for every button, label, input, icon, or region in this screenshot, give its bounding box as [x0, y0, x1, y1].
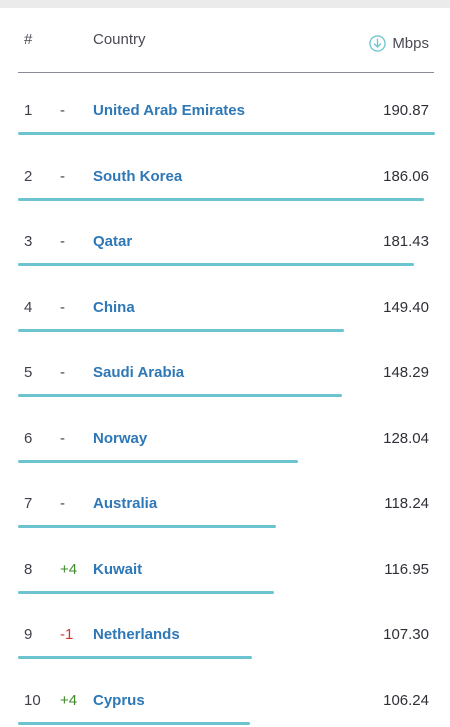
speed-bar: [18, 263, 415, 266]
table-row: 8 +4 Kuwait 116.95: [0, 531, 450, 597]
table-row: 2 - South Korea 186.06: [0, 138, 450, 204]
rank-number: 1: [24, 102, 33, 119]
country-link[interactable]: Netherlands: [93, 626, 180, 643]
speed-value: 186.06: [383, 167, 429, 185]
speed-bar-track: [18, 721, 435, 725]
rank-number: 2: [24, 167, 33, 185]
speed-value: 148.29: [383, 364, 429, 381]
country-link[interactable]: China: [93, 298, 135, 316]
speed-value: 116.95: [384, 560, 429, 578]
country-link[interactable]: Qatar: [93, 233, 133, 250]
country-link[interactable]: Australia: [93, 495, 158, 512]
speed-bar-track: [18, 590, 435, 594]
speed-bar-track: [18, 459, 435, 463]
rank-change: -: [60, 429, 65, 447]
speed-bar-track: [18, 263, 435, 266]
rank-number: 8: [24, 560, 33, 578]
country-link[interactable]: Kuwait: [93, 560, 143, 578]
speed-bar: [18, 459, 298, 463]
speed-unit-label: Mbps: [392, 35, 429, 52]
speed-bar: [18, 525, 277, 528]
speed-bar: [18, 590, 274, 594]
download-circle-icon: [369, 35, 387, 52]
rank-change: +4: [60, 691, 78, 709]
table-row: 1 - United Arab Emirates 190.87: [0, 72, 450, 138]
rank-change: -: [60, 364, 65, 381]
country-link[interactable]: Saudi Arabia: [93, 364, 185, 381]
rank-change: -: [60, 102, 65, 119]
table-row: 6 - Norway 128.04: [0, 400, 450, 466]
speed-bar: [18, 721, 251, 725]
speed-bar: [18, 132, 435, 135]
rank-change: -: [60, 233, 65, 250]
speed-bar-track: [18, 197, 435, 201]
country-link[interactable]: United Arab Emirates: [93, 102, 245, 119]
speed-value: 107.30: [383, 626, 429, 643]
rank-number: 4: [24, 298, 33, 316]
rank-number: 5: [24, 364, 33, 381]
ranking-table: # Country Mbps 1 - United Arab Emirates 190…: [0, 8, 450, 727]
speed-bar-track: [18, 132, 435, 135]
rank-number: 10: [24, 691, 41, 709]
speed-column-header[interactable]: Mbps: [369, 35, 429, 52]
rank-number: 9: [24, 626, 33, 643]
speed-bar: [18, 197, 425, 201]
table-row: 4 - China 149.40: [0, 269, 450, 335]
speed-bar: [18, 656, 253, 659]
rank-number: 6: [24, 429, 33, 447]
speed-value: 190.87: [383, 102, 429, 119]
speed-value: 181.43: [383, 233, 429, 250]
speed-bar: [18, 328, 345, 332]
speed-bar-track: [18, 525, 435, 528]
speed-value: 128.04: [383, 429, 429, 447]
rank-change: -1: [60, 626, 74, 643]
rank-change: -: [60, 495, 65, 512]
speed-value: 106.24: [383, 691, 429, 709]
table-header: # Country Mbps: [18, 8, 434, 73]
rank-change: -: [60, 167, 65, 185]
rank-column-header: #: [24, 31, 33, 48]
speed-bar-track: [18, 656, 435, 659]
table-row: 7 - Australia 118.24: [0, 465, 450, 531]
speed-bar: [18, 394, 342, 397]
rank-number: 3: [24, 233, 33, 250]
country-link[interactable]: Cyprus: [93, 691, 145, 709]
table-row: 3 - Qatar 181.43: [0, 203, 450, 269]
rank-change: +4: [60, 560, 78, 578]
rank-change: -: [60, 298, 65, 316]
speed-bar-track: [18, 328, 435, 332]
table-row: 5 - Saudi Arabia 148.29: [0, 334, 450, 400]
speed-bar-track: [18, 394, 435, 397]
table-row: 9 -1 Netherlands 107.30: [0, 596, 450, 662]
speed-value: 149.40: [383, 298, 429, 316]
speed-value: 118.24: [384, 495, 429, 512]
country-column-header[interactable]: Country: [93, 31, 146, 48]
country-link[interactable]: South Korea: [93, 167, 183, 185]
country-link[interactable]: Norway: [93, 429, 148, 447]
table-row: 10 +4 Cyprus 106.24: [0, 662, 450, 727]
rank-number: 7: [24, 495, 33, 512]
